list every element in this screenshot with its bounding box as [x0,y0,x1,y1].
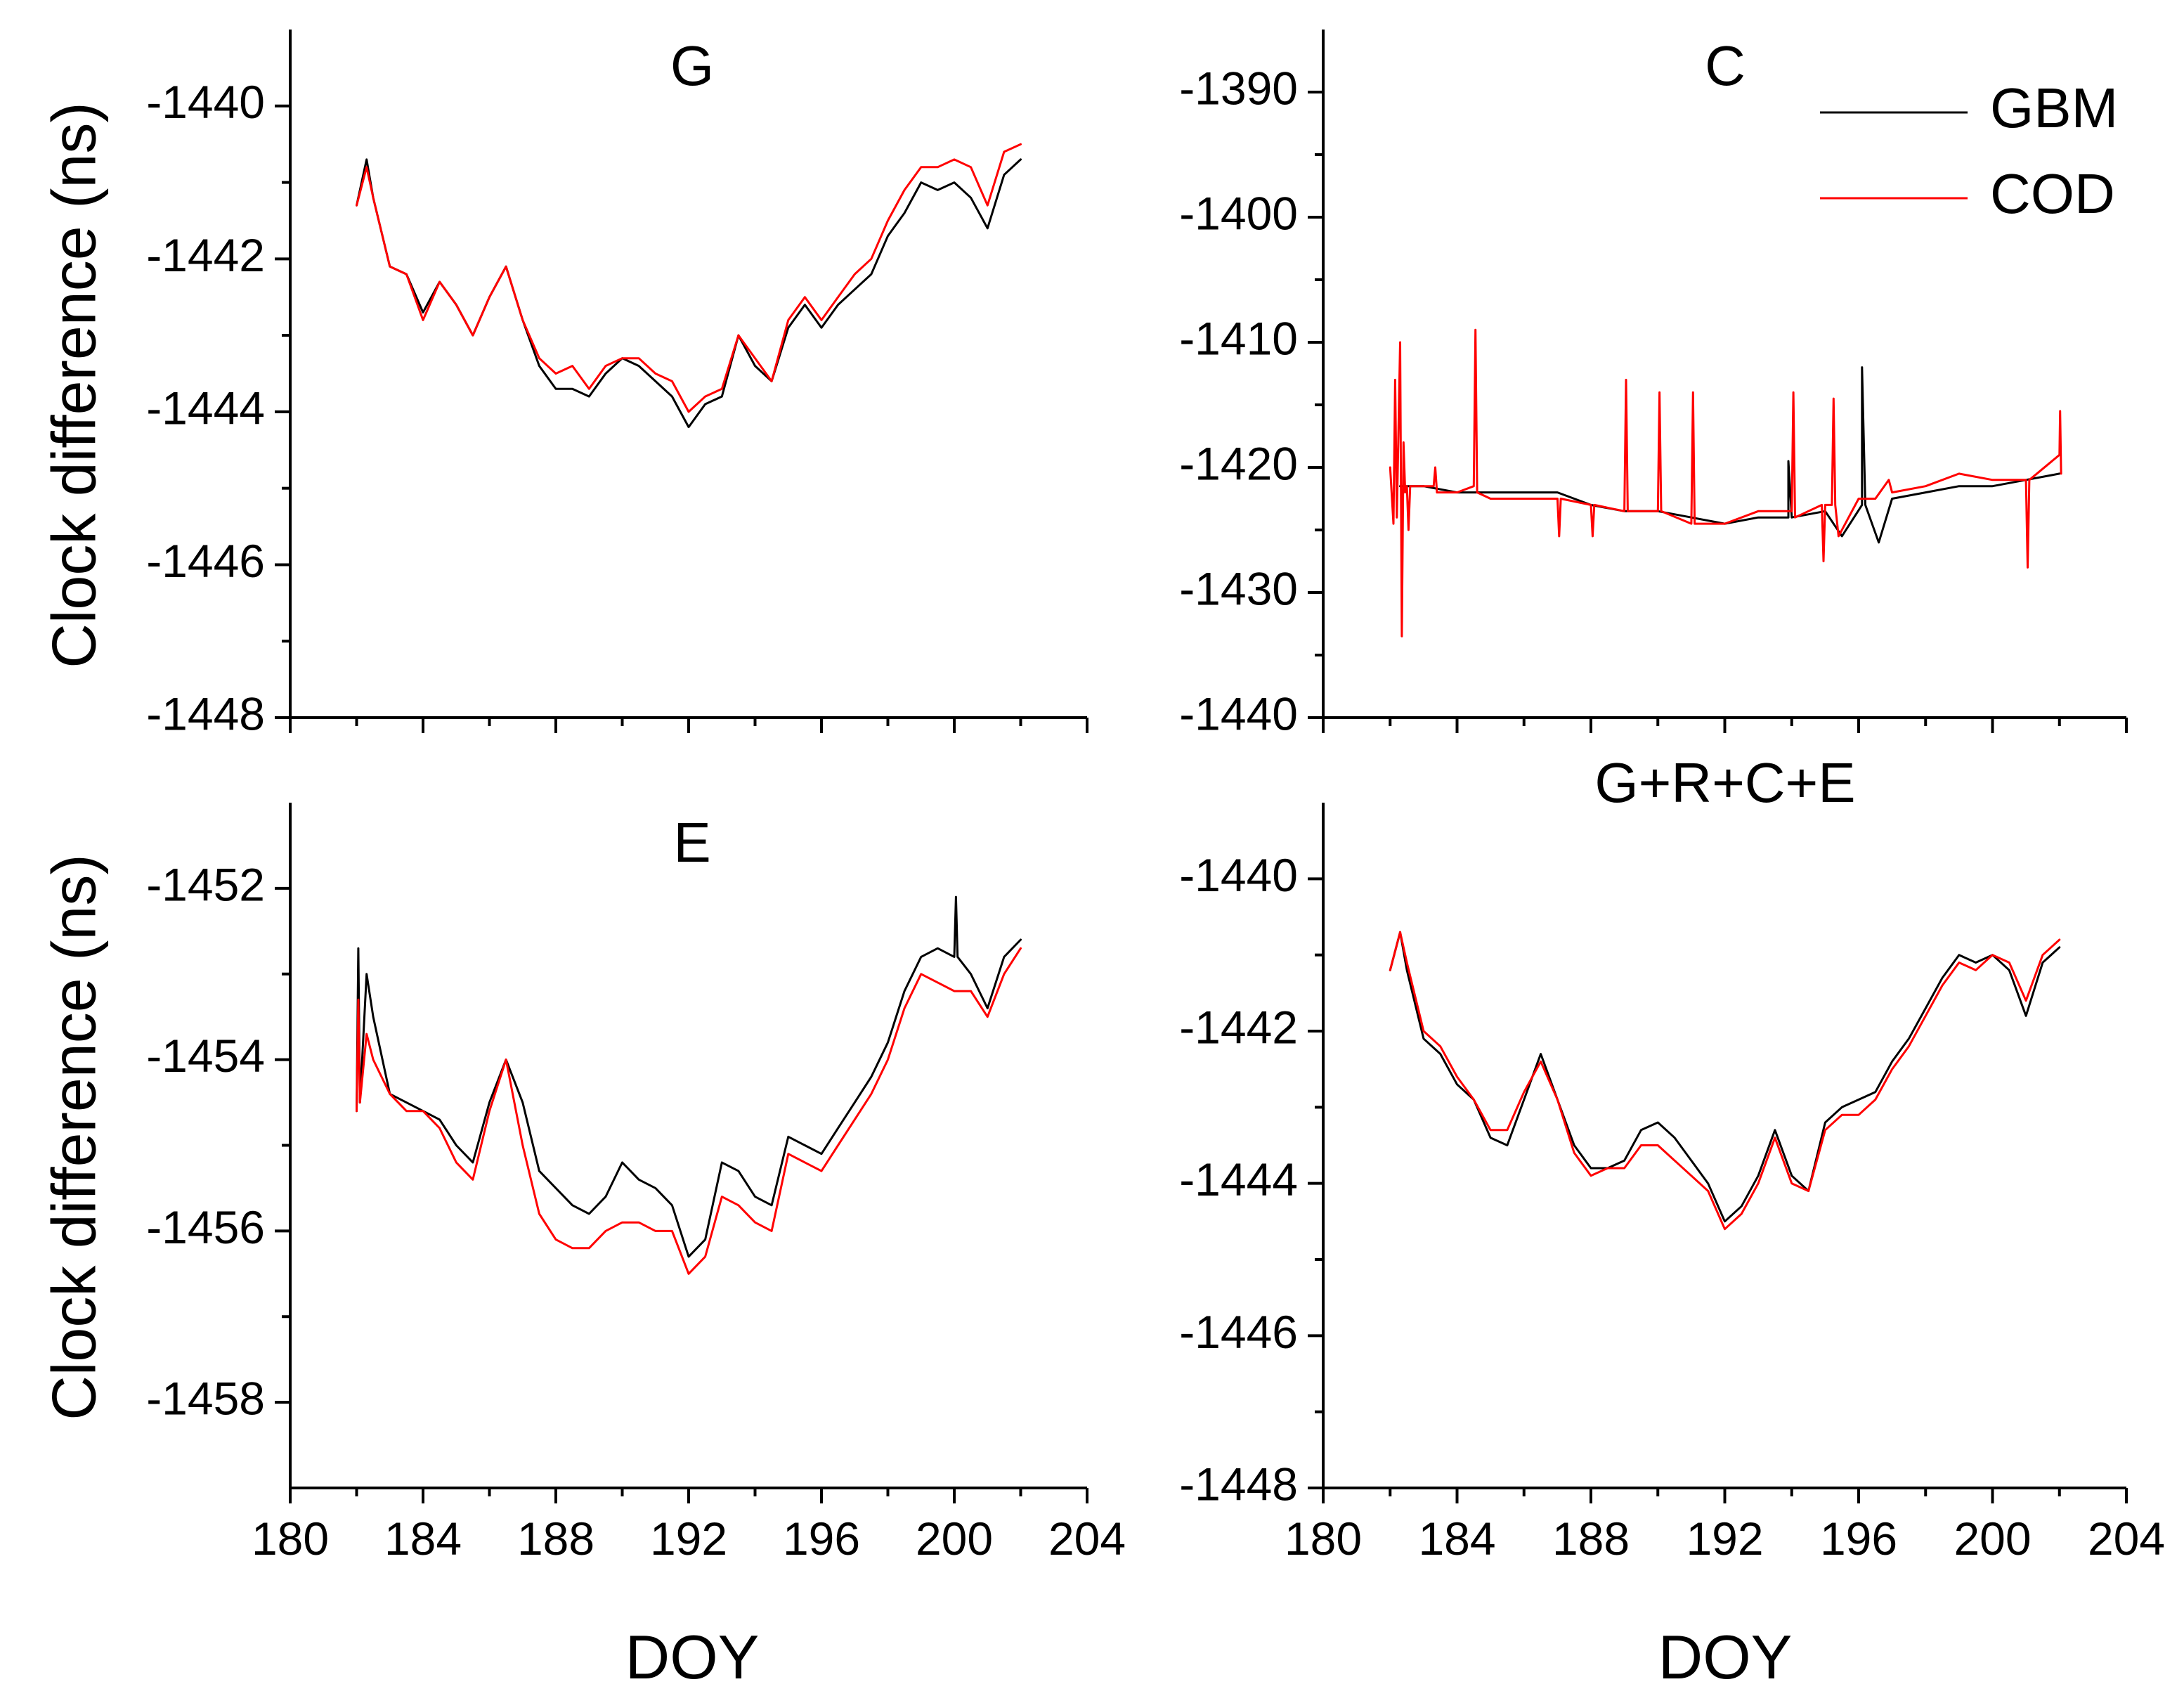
series-line-gbm [1389,931,2061,1223]
x-tick-label: 204 [2088,1513,2165,1565]
x-tick-label: 188 [1552,1513,1630,1565]
panel-g: -1448 -1446 -1444 -1442 -1440 G [146,30,1088,739]
y-tick-label: -1410 [1179,312,1298,364]
x-tick-label: 192 [650,1513,727,1565]
xlabel-left: DOY [625,1622,760,1692]
x-tick-label: 184 [1418,1513,1495,1565]
y-tick-label: -1444 [1179,1153,1298,1205]
y-tick-label: -1446 [146,535,265,587]
x-tick-label: 196 [783,1513,860,1565]
x-tick-label: 188 [517,1513,594,1565]
series-line-cod [1389,931,2061,1231]
xlabel-right: DOY [1658,1622,1793,1692]
y-tick-label: -1448 [1179,1458,1298,1510]
series-line-cod [356,947,1022,1275]
panel-e: -1458 -1456 -1454 -1452 180 184 188 192 196 200 20… [146,803,1126,1565]
series-line-cod [356,143,1022,413]
series-line-cod [1389,328,2062,637]
y-tick-label: -1448 [146,687,265,739]
panel-title: G+R+C+E [1594,751,1855,814]
y-tick-label: -1390 [1179,62,1298,114]
x-tick-label: 200 [916,1513,993,1565]
y-tick-label: -1420 [1179,437,1298,489]
y-tick-label: -1430 [1179,562,1298,614]
x-tick-label: 196 [1820,1513,1897,1565]
ylabel-bottom: Clock difference (ns) [39,854,108,1420]
series-line-gbm [356,895,1022,1258]
y-tick-label: -1452 [146,858,265,910]
y-tick-label: -1440 [1179,849,1298,901]
panel-c: -1440 -1430 -1420 -1410 -1400 -1390 C [1179,30,2128,739]
x-tick-label: 192 [1686,1513,1763,1565]
legend-label-cod: COD [1990,162,2115,225]
y-tick-label: -1458 [146,1373,265,1425]
x-tick-label: 200 [1954,1513,2031,1565]
series-line-gbm [1399,366,2061,544]
series-line-gbm [356,158,1022,429]
y-tick-label: -1456 [146,1201,265,1253]
y-tick-label: -1444 [146,382,265,434]
x-tick-label: 180 [252,1513,329,1565]
legend-label-gbm: GBM [1990,77,2118,139]
x-tick-label: 180 [1285,1513,1362,1565]
panel-title: C [1705,34,1746,97]
ylabel-top: Clock difference (ns) [39,102,108,668]
y-tick-label: -1446 [1179,1306,1298,1358]
legend: GBM COD [1820,77,2118,225]
y-tick-label: -1442 [1179,1001,1298,1053]
panel-grce: -1448 -1446 -1444 -1442 -1440 180 184 188 192 196… [1179,751,2165,1565]
y-tick-label: -1454 [146,1030,265,1082]
y-tick-label: -1400 [1179,187,1298,239]
panel-title: E [673,811,710,874]
x-tick-label: 184 [384,1513,462,1565]
y-tick-label: -1442 [146,229,265,281]
y-tick-label: -1440 [1179,687,1298,739]
y-tick-label: -1440 [146,76,265,128]
panel-title: G [670,34,714,97]
x-tick-label: 204 [1048,1513,1126,1565]
